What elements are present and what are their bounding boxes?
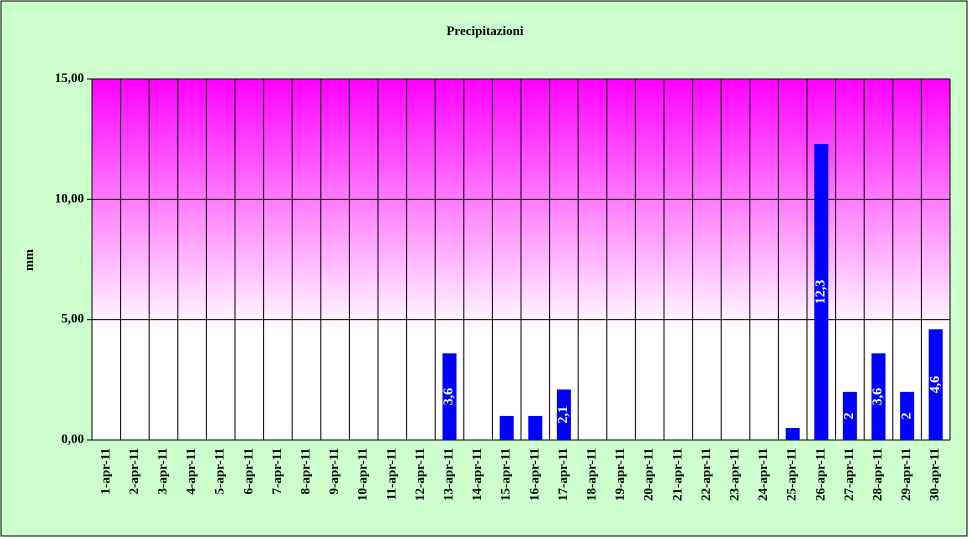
x-tick-label: 12-apr-11 bbox=[412, 448, 427, 501]
x-tick-label: 14-apr-11 bbox=[469, 448, 484, 501]
x-tick-label: 22-apr-11 bbox=[698, 448, 713, 501]
bar bbox=[814, 143, 829, 441]
bar bbox=[785, 427, 800, 440]
y-tick-label: 15,00 bbox=[55, 70, 84, 85]
data-label: 2 bbox=[899, 412, 914, 419]
data-label: 3,6 bbox=[442, 388, 457, 406]
x-tick-label: 10-apr-11 bbox=[355, 448, 370, 501]
y-axis-label: mm bbox=[21, 249, 36, 271]
x-tick-label: 16-apr-11 bbox=[526, 448, 541, 501]
x-tick-label: 21-apr-11 bbox=[669, 448, 684, 501]
bar bbox=[556, 389, 571, 440]
x-tick-label: 23-apr-11 bbox=[726, 448, 741, 501]
x-tick-label: 18-apr-11 bbox=[583, 448, 598, 501]
x-tick-label: 19-apr-11 bbox=[612, 448, 627, 501]
data-label: 4,6 bbox=[928, 376, 943, 394]
y-tick-label: 10,00 bbox=[55, 190, 84, 205]
x-tick-label: 9-apr-11 bbox=[326, 448, 341, 494]
y-tick-label: 5,00 bbox=[61, 311, 84, 326]
x-tick-label: 30-apr-11 bbox=[927, 448, 942, 501]
x-tick-label: 2-apr-11 bbox=[126, 448, 141, 494]
data-label: 2,1 bbox=[556, 406, 571, 424]
x-tick-label: 1-apr-11 bbox=[97, 448, 112, 494]
x-tick-label: 8-apr-11 bbox=[297, 448, 312, 494]
data-label: 1 bbox=[499, 388, 514, 395]
x-tick-label: 4-apr-11 bbox=[183, 448, 198, 494]
bar bbox=[871, 353, 886, 440]
x-tick-label: 26-apr-11 bbox=[812, 448, 827, 501]
data-label: 0,5 bbox=[785, 395, 800, 413]
x-tick-label: 11-apr-11 bbox=[383, 448, 398, 500]
x-tick-label: 7-apr-11 bbox=[269, 448, 284, 494]
x-tick-label: 5-apr-11 bbox=[212, 448, 227, 494]
bar bbox=[528, 415, 543, 440]
x-tick-label: 17-apr-11 bbox=[555, 448, 570, 501]
bar bbox=[442, 353, 457, 440]
data-label: 12,3 bbox=[814, 280, 829, 305]
x-tick-label: 28-apr-11 bbox=[869, 448, 884, 501]
bar bbox=[900, 391, 915, 440]
data-label: 1 bbox=[528, 388, 543, 395]
x-tick-label: 29-apr-11 bbox=[898, 448, 913, 501]
x-tick-label: 20-apr-11 bbox=[641, 448, 656, 501]
bar bbox=[928, 329, 943, 440]
x-tick-label: 27-apr-11 bbox=[841, 448, 856, 501]
x-tick-label: 3-apr-11 bbox=[154, 448, 169, 494]
bar bbox=[499, 415, 514, 440]
chart-title: Precipitazioni bbox=[446, 23, 523, 38]
x-tick-label: 6-apr-11 bbox=[240, 448, 255, 494]
x-tick-label: 13-apr-11 bbox=[440, 448, 455, 501]
x-tick-label: 24-apr-11 bbox=[755, 448, 770, 501]
data-label: 2 bbox=[842, 412, 857, 419]
bar bbox=[842, 391, 857, 440]
y-tick-label: 0,00 bbox=[61, 431, 84, 446]
x-tick-label: 15-apr-11 bbox=[498, 448, 513, 501]
data-label: 3,6 bbox=[871, 388, 886, 406]
x-tick-label: 25-apr-11 bbox=[784, 448, 799, 501]
